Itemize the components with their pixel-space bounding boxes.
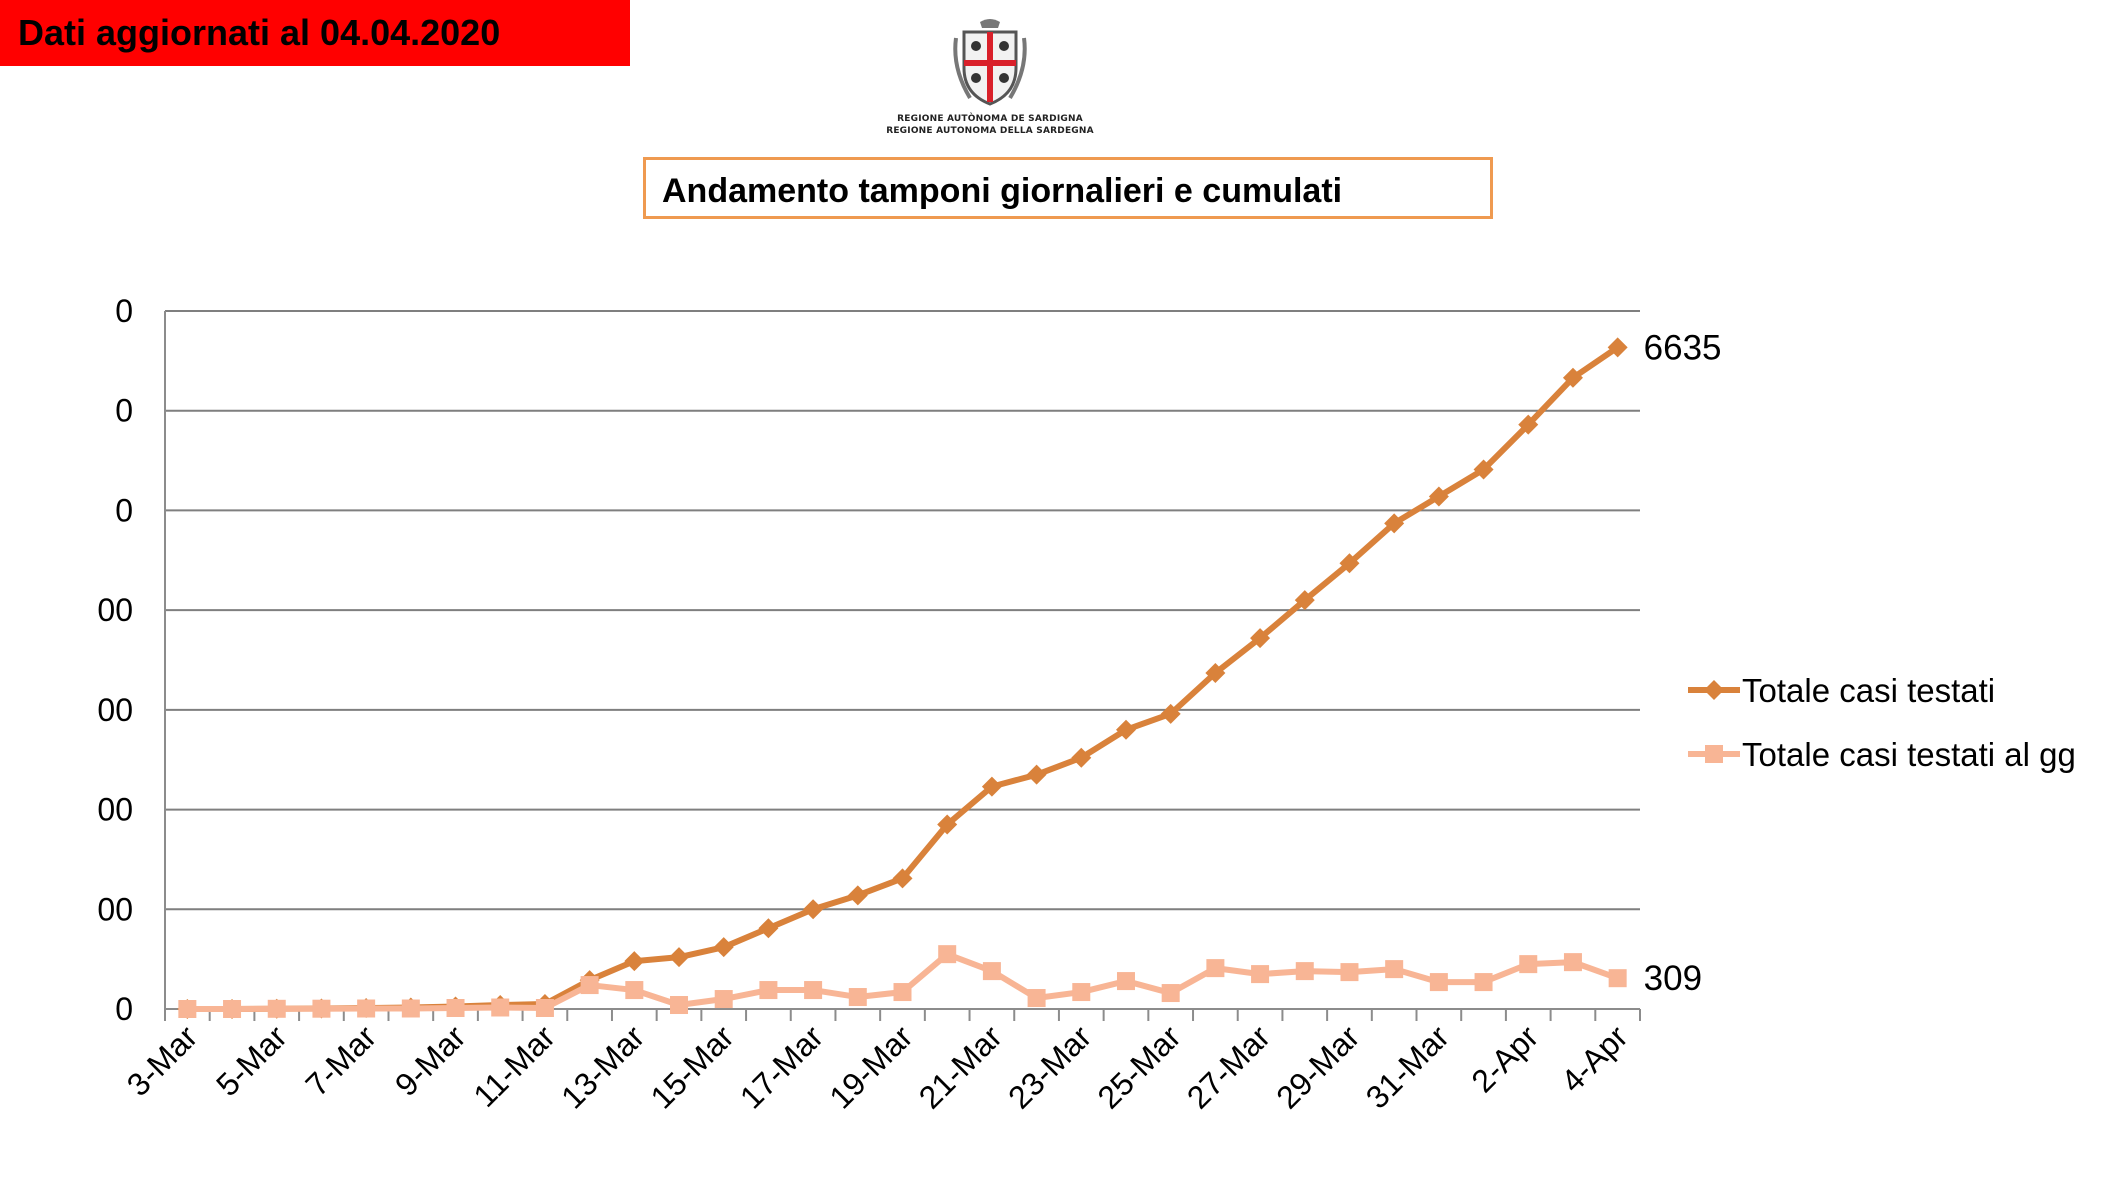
x-tick-label: 13-Mar — [554, 1018, 651, 1115]
data-point-total — [1428, 486, 1449, 507]
data-point-total — [1071, 747, 1092, 768]
data-point-daily — [1206, 959, 1225, 978]
x-tick-label: 7-Mar — [299, 1018, 384, 1103]
y-tick-label: 00 — [97, 692, 133, 728]
data-point-total — [892, 868, 913, 889]
data-point-daily — [670, 996, 689, 1015]
y-tick-label: 0 — [115, 393, 133, 429]
chart-title-box: Andamento tamponi giornalieri e cumulati — [643, 157, 1493, 219]
data-point-daily — [357, 999, 376, 1018]
data-point-daily — [1161, 984, 1180, 1003]
data-point-total — [1518, 414, 1539, 435]
data-label-end: 6635 — [1644, 328, 1722, 367]
data-label-end: 309 — [1644, 959, 1702, 998]
data-point-daily — [982, 962, 1001, 981]
data-point-daily — [893, 983, 912, 1002]
data-point-total — [981, 776, 1002, 797]
data-point-total — [1205, 662, 1226, 683]
x-tick-label: 23-Mar — [1001, 1018, 1098, 1115]
y-tick-label: 0 — [115, 492, 133, 528]
y-tick-label: 00 — [97, 592, 133, 628]
data-point-daily — [1519, 955, 1538, 974]
x-tick-label: 29-Mar — [1269, 1018, 1366, 1115]
y-tick-label: 00 — [97, 792, 133, 828]
data-point-total — [1294, 590, 1315, 611]
data-point-total — [803, 899, 824, 920]
data-point-daily — [535, 999, 554, 1018]
x-tick-label: 21-Mar — [912, 1018, 1009, 1115]
x-tick-label: 15-Mar — [644, 1018, 741, 1115]
data-point-total — [1384, 513, 1405, 534]
data-point-total — [624, 951, 645, 972]
data-point-daily — [580, 976, 599, 995]
x-tick-label: 3-Mar — [120, 1018, 205, 1103]
data-point-daily — [1295, 962, 1314, 981]
x-tick-label: 4-Apr — [1554, 1018, 1635, 1099]
data-point-daily — [178, 1000, 197, 1018]
x-tick-label: 11-Mar — [466, 1018, 562, 1114]
data-point-daily — [1251, 965, 1270, 984]
data-point-daily — [848, 988, 867, 1007]
data-point-total — [1607, 337, 1628, 358]
data-point-total — [1115, 719, 1136, 740]
data-point-daily — [1340, 963, 1359, 982]
x-tick-label: 2-Apr — [1464, 1018, 1545, 1099]
data-point-total — [937, 814, 958, 835]
legend-label: Totale casi testati — [1742, 672, 1995, 709]
chart-title: Andamento tamponi giornalieri e cumulati — [662, 172, 1343, 210]
data-point-total — [1026, 764, 1047, 785]
data-point-total — [669, 947, 690, 968]
data-point-total — [713, 937, 734, 958]
legend-label: Totale casi testati al gg — [1742, 736, 2076, 773]
x-tick-label: 31-Mar — [1359, 1018, 1456, 1115]
data-point-daily — [1563, 953, 1582, 972]
data-point-daily — [938, 945, 957, 964]
data-point-daily — [223, 1000, 242, 1018]
data-point-daily — [1116, 972, 1135, 991]
data-point-total — [1250, 628, 1271, 649]
data-point-total — [1160, 703, 1181, 724]
data-point-daily — [625, 981, 644, 1000]
data-point-daily — [1429, 973, 1448, 992]
date-banner-text: Dati aggiornati al 04.04.2020 — [18, 12, 501, 53]
legend-marker — [1704, 680, 1724, 700]
data-point-daily — [312, 999, 331, 1018]
data-point-total — [1473, 459, 1494, 480]
data-point-total — [758, 918, 779, 939]
data-point-total — [1562, 367, 1583, 388]
x-tick-label: 25-Mar — [1091, 1018, 1188, 1115]
sardinia-coat-of-arms-icon — [953, 19, 1027, 106]
y-tick-label: 00 — [97, 891, 133, 927]
x-tick-label: 17-Mar — [733, 1018, 830, 1115]
data-point-daily — [446, 999, 465, 1018]
data-point-daily — [804, 981, 823, 1000]
data-point-total — [1339, 553, 1360, 574]
y-tick-label: 0 — [115, 991, 133, 1027]
data-point-daily — [759, 981, 778, 1000]
data-point-daily — [1385, 960, 1404, 979]
data-point-daily — [401, 999, 420, 1018]
data-point-total — [847, 885, 868, 906]
x-tick-label: 27-Mar — [1180, 1018, 1277, 1115]
data-point-daily — [1474, 973, 1493, 992]
legend-marker — [1705, 745, 1723, 763]
logo-caption-sardinian: REGIONE AUTÒNOMA DE SARDIGNA — [897, 114, 1083, 124]
data-point-daily — [1027, 989, 1046, 1008]
y-tick-label: 0 — [115, 293, 133, 329]
x-tick-label: 19-Mar — [822, 1018, 919, 1115]
date-banner: Dati aggiornati al 04.04.2020 — [0, 0, 630, 66]
data-point-daily — [1608, 969, 1627, 988]
logo-caption-italian: REGIONE AUTONOMA DELLA SARDEGNA — [886, 126, 1094, 136]
data-point-daily — [714, 990, 733, 1009]
data-point-daily — [267, 999, 286, 1018]
data-point-daily — [491, 998, 510, 1017]
x-tick-label: 5-Mar — [209, 1018, 294, 1103]
region-logo: REGIONE AUTÒNOMA DE SARDIGNA REGIONE AUT… — [880, 18, 1100, 148]
data-point-daily — [1072, 983, 1091, 1002]
x-tick-label: 9-Mar — [388, 1018, 473, 1103]
